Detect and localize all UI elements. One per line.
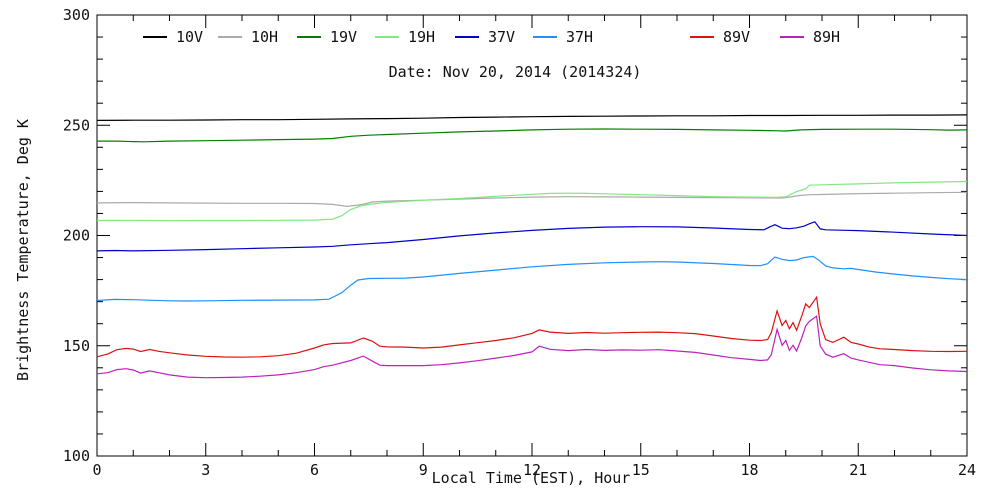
series-10V-line [96,114,968,121]
legend-swatch-37H [533,36,557,38]
legend-label-37H: 37H [566,28,594,46]
x-tick-label: 18 [740,461,758,479]
legend-label-89H: 89H [813,28,841,46]
legend-swatch-19H [375,36,399,38]
series-19H-line [96,180,968,222]
legend-label-10H: 10H [251,28,279,46]
legend-label-19H: 19H [408,28,436,46]
x-tick-label: 12 [523,461,541,479]
y-axis-title: Brightness Temperature, Deg K [14,119,32,381]
chart-date-title: Date: Nov 20, 2014 (2014324) [388,63,642,81]
x-tick-label: 21 [849,461,867,479]
x-tick-label: 15 [632,461,650,479]
legend-label-37V: 37V [488,28,516,46]
x-axis-title: Local Time (EST), Hour [431,469,631,487]
x-tick-label: 3 [201,461,210,479]
legend-swatch-10V [143,36,167,38]
y-tick-label: 150 [63,337,90,355]
plot-border [96,14,968,457]
legend-label-89V: 89V [723,28,751,46]
legend-swatch-89V [690,36,714,38]
x-tick-label: 6 [310,461,319,479]
legend-label-10V: 10V [176,28,204,46]
series-19V-line [97,128,968,143]
y-tick-label: 100 [63,447,90,465]
y-tick-label: 200 [63,227,90,245]
series-37H-line [96,255,968,302]
legend-swatch-10H [218,36,242,38]
legend-swatch-19V [297,36,321,38]
x-tick-label: 9 [419,461,428,479]
y-tick-label: 300 [63,6,90,24]
x-tick-label: 0 [92,461,101,479]
y-tick-label: 250 [63,116,90,134]
x-tick-label: 24 [958,461,976,479]
series-89H-line [96,315,968,379]
legend-swatch-37V [455,36,479,38]
legend-swatch-89H [780,36,804,38]
legend-label-19V: 19V [330,28,358,46]
series-10H-line [96,191,968,208]
series-37V-line [96,221,968,252]
series-89V-line [96,295,968,358]
